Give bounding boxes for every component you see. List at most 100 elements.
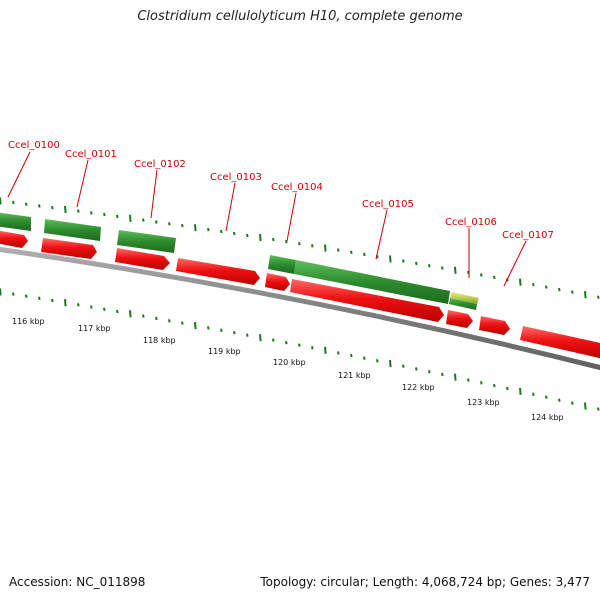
tick-mark [298,242,301,246]
tick-mark [311,346,314,350]
tick-mark [493,275,496,280]
genome-backbone [0,246,600,371]
tick-mark [532,283,535,287]
tick-mark [25,294,28,298]
tick-mark [272,237,275,242]
gene-label[interactable]: Ccel_0100 [8,140,60,151]
gene-label[interactable]: Ccel_0106 [445,217,497,228]
reverse-gene[interactable] [41,238,97,259]
tick-mark [402,259,405,263]
tick-mark [584,291,587,299]
tick-mark [558,398,561,402]
scale-label: 117 kbp [78,324,111,333]
tick-mark [25,202,28,206]
reverse-gene[interactable] [520,326,600,360]
tick-mark [402,364,405,368]
tick-mark [337,351,340,355]
tick-mark [519,278,522,286]
tick-mark [207,326,210,330]
reverse-gene[interactable] [0,230,28,248]
tick-mark [298,343,301,347]
gene-label[interactable]: Ccel_0101 [65,149,117,160]
tick-mark [376,359,379,363]
scale-label: 122 kbp [402,383,435,392]
tick-mark [194,321,197,330]
tick-mark [38,204,41,208]
tick-mark [168,319,171,323]
tick-mark [480,273,483,277]
tick-mark [51,298,54,303]
tick-mark [77,209,80,213]
reverse-gene[interactable] [265,273,290,291]
reverse-gene[interactable] [115,248,170,270]
tick-mark [389,359,392,368]
tick-mark [272,338,275,342]
tick-mark [142,218,145,222]
tick-mark [324,346,327,354]
tick-mark [103,212,106,217]
forward-gene[interactable] [117,230,176,253]
tick-mark [129,310,132,318]
inner-tick-ring [0,288,600,411]
reverse-gene[interactable] [446,310,473,328]
tick-mark [285,341,288,345]
tick-mark [415,261,418,266]
forward-gene[interactable] [294,260,450,304]
tick-mark [337,248,340,252]
tick-mark [38,296,41,300]
gene-label[interactable]: Ccel_0107 [502,230,554,241]
tick-mark [64,299,67,307]
tick-mark [441,266,444,270]
tick-mark [129,214,132,222]
tick-mark [181,224,184,228]
forward-gene[interactable] [44,219,101,241]
tick-mark [454,373,457,381]
tick-mark [168,222,171,226]
reverse-gene[interactable] [290,279,444,322]
tick-mark [155,316,158,321]
tick-mark [246,233,249,238]
tick-mark [0,288,2,296]
tick-mark [597,295,600,299]
scale-label: 121 kbp [338,371,371,380]
scale-label: 116 kbp [12,317,45,326]
tick-mark [90,211,93,215]
genome-summary-text: Topology: circular; Length: 4,068,724 bp… [260,575,590,589]
tick-mark [12,292,15,296]
tick-mark [64,205,67,213]
forward-gene[interactable] [449,298,477,310]
tick-mark [116,309,119,314]
tick-mark [220,229,223,234]
tick-mark [519,387,522,395]
reverse-gene[interactable] [479,316,510,335]
tick-mark [493,384,496,388]
tick-mark [181,321,184,325]
gene-labels: Ccel_0100 Ccel_0101 Ccel_0102 Ccel_0103 … [8,140,554,241]
tick-mark [441,372,444,377]
reverse-gene[interactable] [176,258,260,285]
forward-gene[interactable] [268,255,296,274]
tick-mark [207,227,210,232]
tick-mark [285,240,288,244]
tick-mark [220,328,223,332]
forward-gene[interactable] [0,212,31,231]
tick-mark [532,392,535,396]
gene-label[interactable]: Ccel_0102 [134,159,186,170]
tick-mark [350,250,353,254]
tick-mark [480,381,483,385]
gene-label[interactable]: Ccel_0104 [271,182,323,193]
tick-mark [233,231,236,236]
gene-label[interactable]: Ccel_0103 [210,172,262,183]
forward-gene-highlight[interactable] [450,292,479,304]
tick-mark [233,331,236,335]
accession-text: Accession: NC_011898 [9,575,146,589]
tick-mark [571,290,574,294]
gene-label[interactable]: Ccel_0105 [362,199,414,210]
scale-label: 120 kbp [273,358,306,367]
tick-mark [116,214,119,219]
forward-strand-genes [0,212,479,310]
tick-mark [103,307,106,311]
outer-tick-ring [0,197,600,299]
scale-label: 124 kbp [531,413,564,422]
